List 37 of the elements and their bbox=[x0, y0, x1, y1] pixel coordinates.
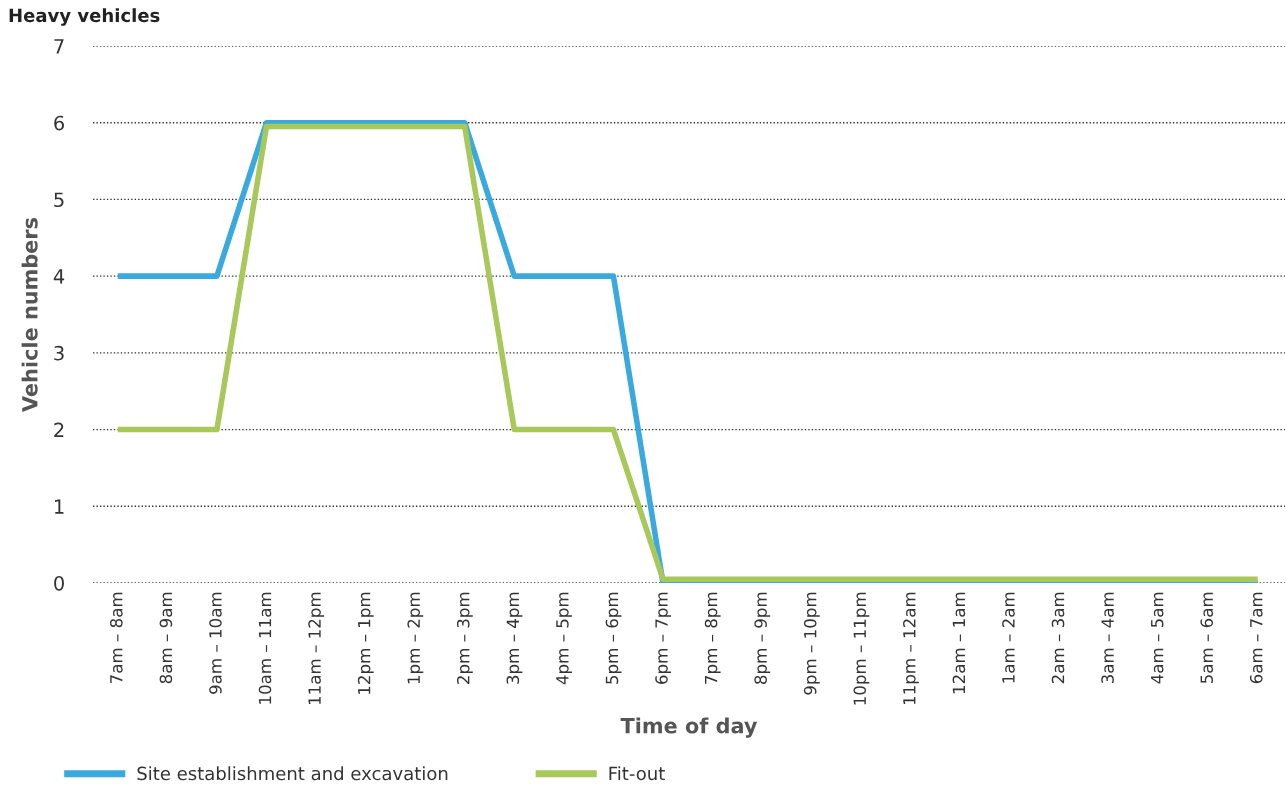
x-tick-label: 12am – 1am bbox=[952, 592, 966, 694]
x-axis-title: Time of day bbox=[620, 717, 758, 738]
x-tick-label: 3pm – 4pm bbox=[506, 592, 523, 684]
x-tick-label: 6pm – 7pm bbox=[655, 592, 672, 684]
y-tick-label: 7 bbox=[54, 39, 64, 54]
x-tick-label: 8am – 9am bbox=[159, 592, 173, 684]
x-tick-label: 1am – 2am bbox=[1002, 592, 1015, 683]
y-tick-label: 3 bbox=[54, 345, 64, 361]
x-tick-label: 5pm – 6pm bbox=[605, 592, 622, 684]
legend-label: Site establishment and excavation bbox=[137, 766, 448, 781]
x-tick-label: 10am – 11am bbox=[258, 592, 272, 704]
x-tick-label: 7am – 8am bbox=[110, 592, 123, 683]
x-tick-label: 1pm – 2pm bbox=[407, 592, 424, 684]
x-tick-label: 10pm – 11pm bbox=[853, 592, 870, 705]
x-tick-label: 2am – 3am bbox=[1051, 592, 1065, 684]
x-tick-label: 4pm – 5pm bbox=[556, 592, 572, 685]
x-tick-label: 2pm – 3pm bbox=[456, 592, 473, 684]
x-tick-label: 11am – 12pm bbox=[308, 592, 325, 705]
x-tick-label: 9am – 10am bbox=[209, 592, 222, 694]
x-tick-label: 12pm – 1pm bbox=[357, 592, 374, 694]
y-tick-label: 0 bbox=[54, 575, 64, 591]
y-tick-label: 4 bbox=[53, 269, 65, 284]
x-tick-label: 11pm – 12am bbox=[903, 592, 919, 705]
x-tick-label: 7pm – 8pm bbox=[704, 592, 721, 684]
y-tick-label: 6 bbox=[54, 115, 64, 131]
x-tick-label: 6am – 7am bbox=[1249, 592, 1263, 684]
legend-label: Fit-out bbox=[609, 766, 665, 781]
y-axis-title: Vehicle numbers bbox=[21, 217, 38, 412]
x-tick-label: 9pm – 10pm bbox=[803, 592, 820, 695]
y-tick-label: 2 bbox=[54, 422, 64, 437]
x-tick-label: 3am – 4am bbox=[1101, 592, 1114, 684]
y-tick-label: 1 bbox=[54, 499, 64, 514]
chart-title: Heavy vehicles bbox=[9, 8, 160, 26]
x-tick-label: 4am – 5am bbox=[1151, 592, 1164, 684]
x-tick-label: 5am – 6am bbox=[1200, 592, 1214, 684]
x-tick-label: 8pm – 9pm bbox=[754, 592, 771, 684]
y-tick-label: 5 bbox=[54, 192, 64, 208]
